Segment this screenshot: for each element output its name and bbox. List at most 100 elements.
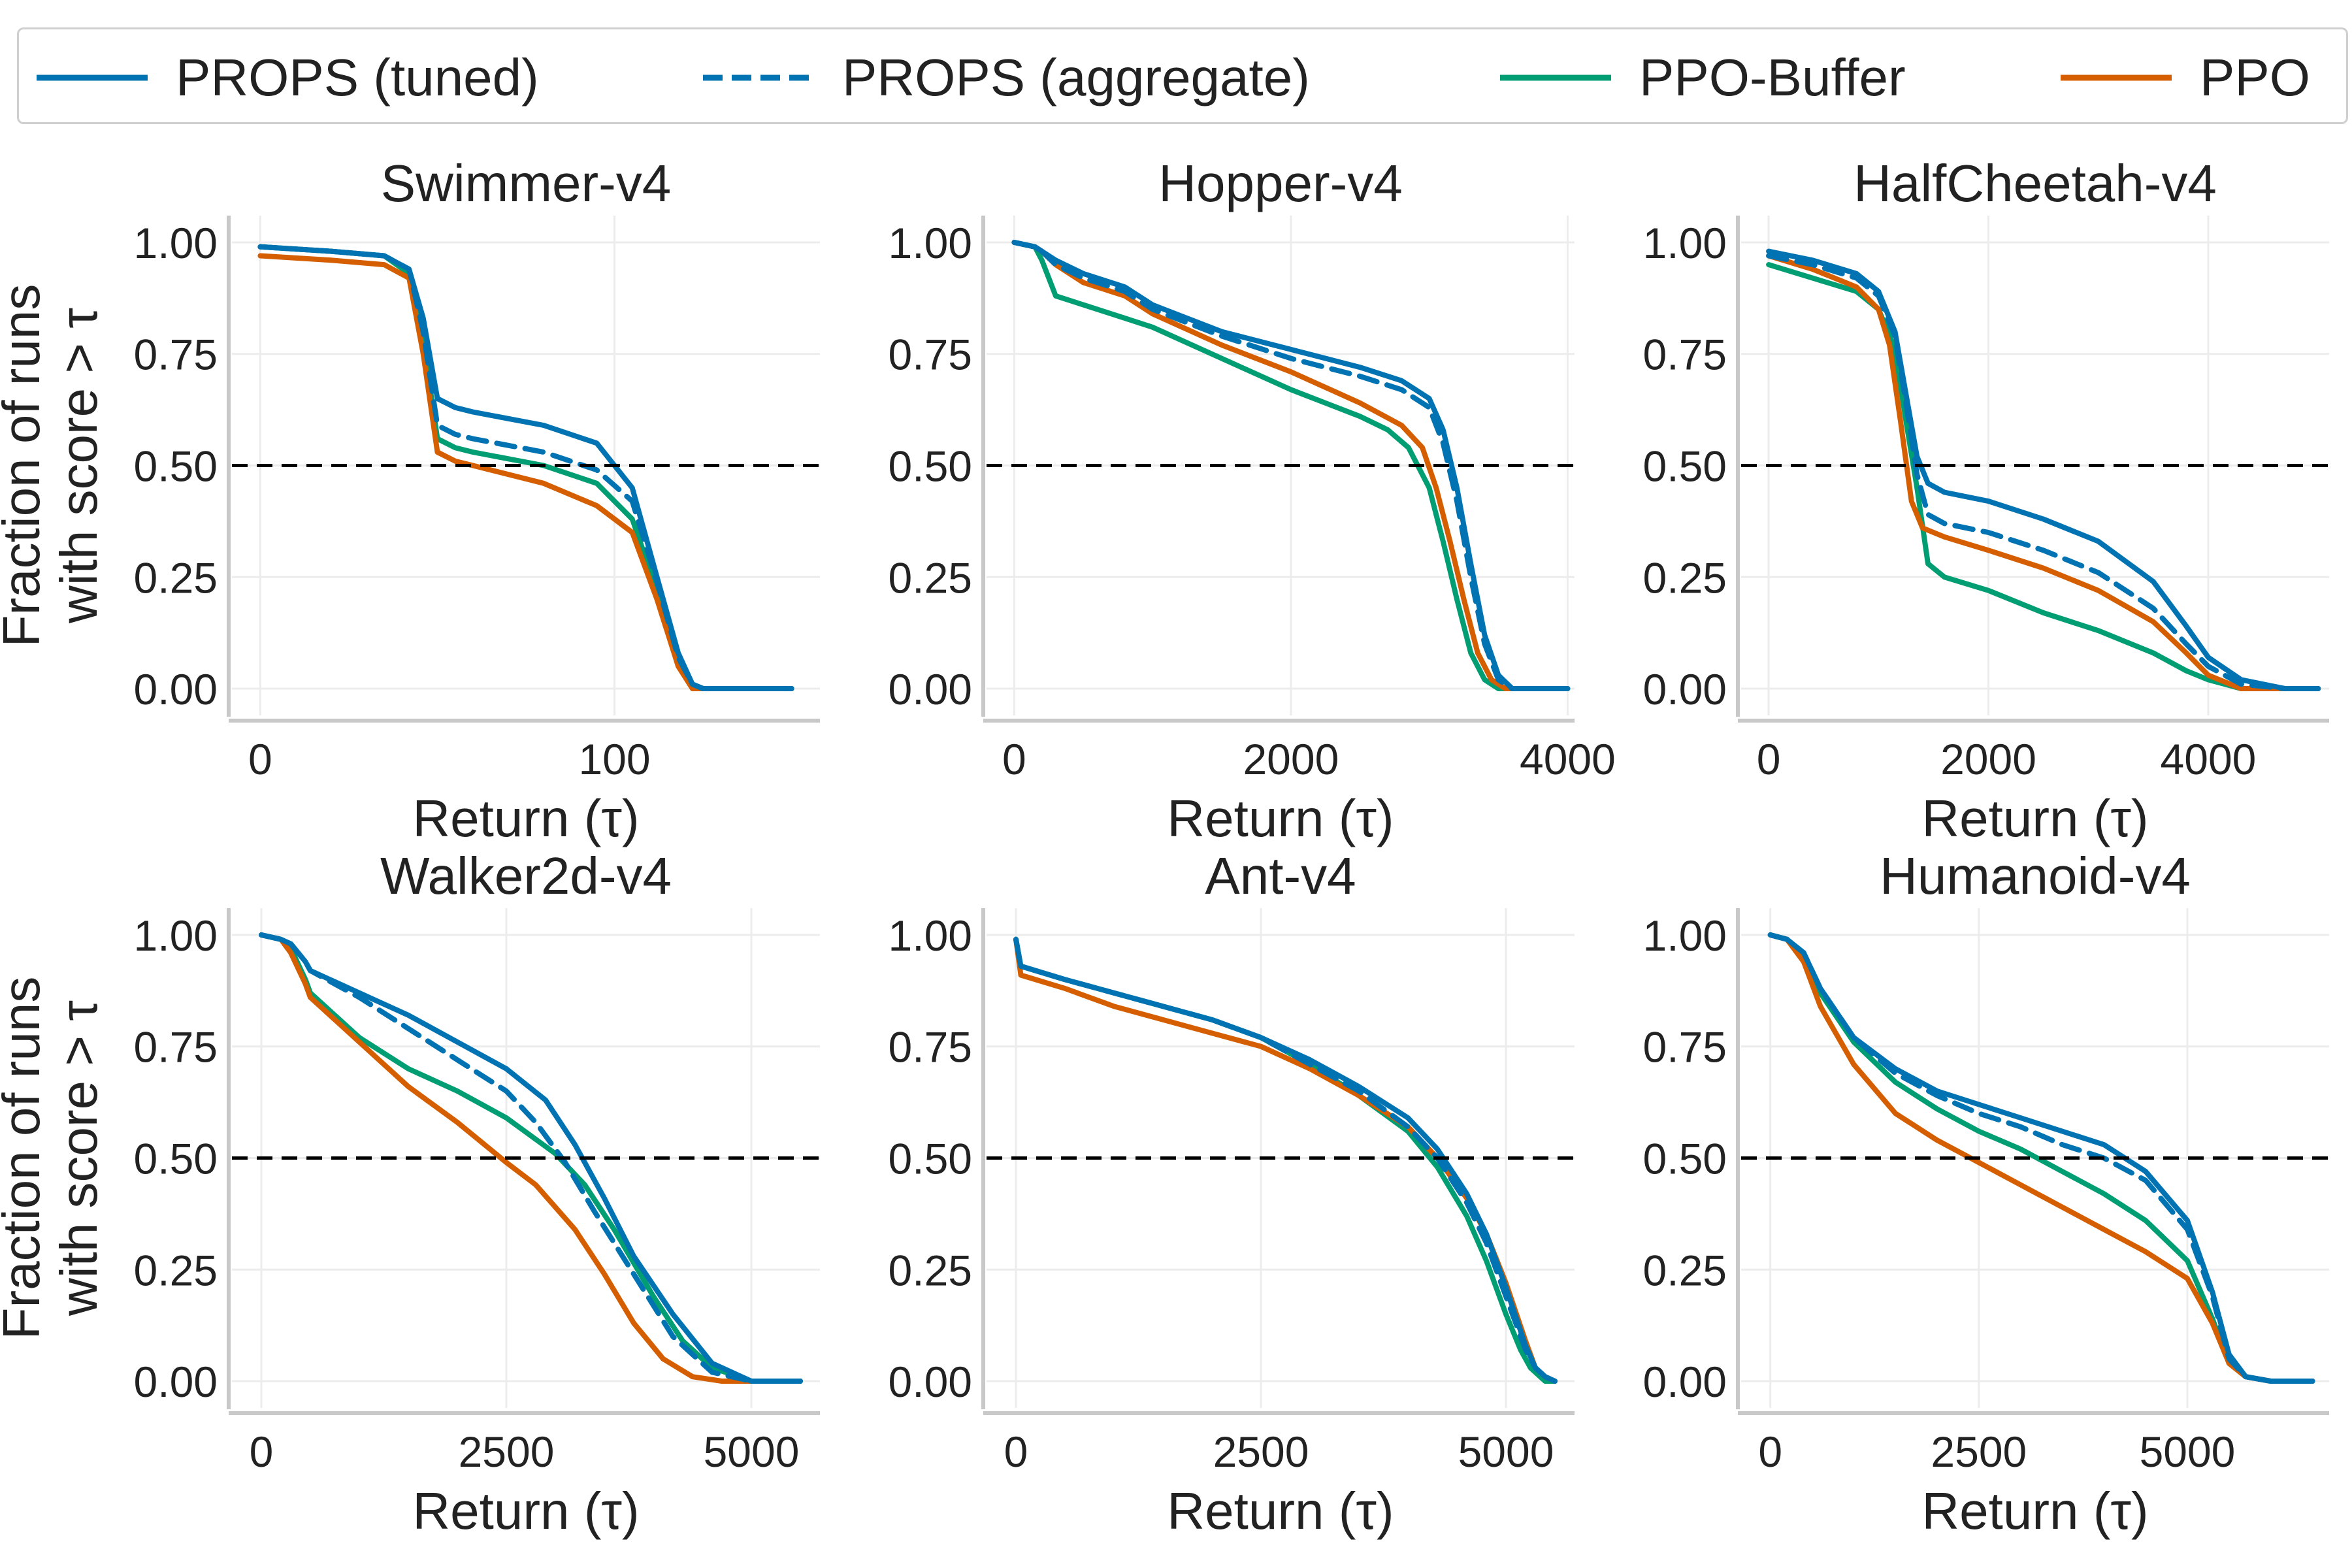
x-tick-label: 2500 [459,1428,555,1476]
y-tick-label: 0.00 [134,665,218,713]
y-tick-label: 0.00 [1643,1358,1727,1406]
series-line-props-tuned [1767,932,2315,1384]
y-tick-label: 0.50 [134,1135,218,1183]
panel-walker2d-v4: 0.00 0.25 0.50 0.75 1.00 0 2500 5000 Walker2d-v4… [0,847,820,1540]
y-tick-label: 0.75 [889,1023,972,1071]
legend: PROPS (tuned) PROPS (aggregate) PPO-Buff… [17,27,2348,124]
series-line-ppo-buffer [1766,262,2321,691]
legend-swatch-props-tuned-icon [37,74,148,81]
panel-title: Hopper-v4 [1158,154,1403,212]
legend-item-ppo-buffer: PPO-Buffer [1497,29,1906,126]
panel-ant-v4: 0.00 0.25 0.50 0.75 1.00 0 2500 5000 Ant-v4 Retur… [889,847,1575,1540]
panel-title: Walker2d-v4 [380,847,672,905]
y-tick-label: 0.25 [889,1246,972,1294]
y-tick-label: 0.50 [1643,1135,1727,1183]
x-tick-label: 100 [578,735,650,783]
y-tick-label: 0.00 [889,1358,972,1406]
panel-humanoid-v4: 0.00 0.25 0.50 0.75 1.00 0 2500 5000 Humanoid-v4… [1643,847,2329,1540]
series-line-props-aggregate [1766,253,2321,691]
series-line-props-tuned [257,244,794,691]
x-tick-label: 0 [1002,735,1026,783]
legend-label-props-aggregate: PROPS (aggregate) [842,48,1310,106]
panel-halfcheetah-v4: 0.00 0.25 0.50 0.75 1.00 0 2000 4000 HalfCheetah… [1643,154,2329,847]
x-tick-label: 2500 [1931,1428,2027,1476]
panel-title: Humanoid-v4 [1880,847,2191,905]
y-tick-label: 0.25 [134,553,218,602]
y-tick-label: 0.25 [134,1246,218,1294]
y-tick-label: 1.00 [889,219,972,267]
y-tick-label: 0.25 [889,553,972,602]
x-tick-label: 0 [250,1428,274,1476]
x-tick-label: 0 [248,735,272,783]
x-axis-label: Return (τ) [412,1482,639,1540]
legend-item-props-tuned: PROPS (tuned) [33,29,539,126]
x-tick-label: 2500 [1213,1428,1309,1476]
panel-title: HalfCheetah-v4 [1854,154,2217,212]
y-tick-label: 0.75 [1643,1023,1727,1071]
y-axis-label: Fraction of runswith score > τ [0,284,108,647]
legend-label-ppo: PPO [2200,48,2310,106]
series-line-ppo [1766,253,2321,691]
x-axis-label: Return (τ) [412,789,639,847]
x-tick-label: 4000 [2161,735,2257,783]
x-tick-label: 4000 [1520,735,1616,783]
y-tick-label: 1.00 [1643,219,1727,267]
panel-swimmer-v4: 0.00 0.25 0.50 0.75 1.00 0 100 Swimmer-v4 Return… [0,154,820,847]
panel-title: Ant-v4 [1205,847,1356,905]
legend-swatch-ppo-icon [2061,74,2172,81]
x-tick-label: 0 [1757,735,1781,783]
x-tick-label: 5000 [704,1428,800,1476]
y-tick-label: 0.75 [889,331,972,379]
series-line-ppo-buffer [1013,936,1558,1384]
y-axis-label: Fraction of runswith score > τ [0,977,108,1340]
y-tick-label: 1.00 [1643,911,1727,960]
x-axis-label: Return (τ) [1921,789,2148,847]
series-line-props-tuned [1011,240,1571,691]
panel-hopper-v4: 0.00 0.25 0.50 0.75 1.00 0 2000 4000 Hopper-v4 Re… [889,154,1616,847]
y-tick-label: 0.75 [134,1023,218,1071]
x-tick-label: 0 [1758,1428,1782,1476]
y-tick-label: 0.00 [1643,665,1727,713]
series-line-props-aggregate [1011,240,1571,691]
y-tick-label: 0.75 [134,331,218,379]
series-line-ppo [259,932,803,1384]
x-tick-label: 5000 [1458,1428,1554,1476]
y-axis-label-line: with score > τ [50,308,108,624]
x-tick-label: 0 [1004,1428,1028,1476]
series-line-props-aggregate [257,244,794,691]
y-tick-label: 0.50 [889,1135,972,1183]
y-axis-label-line: Fraction of runs [0,977,50,1340]
y-tick-label: 0.50 [1643,442,1727,491]
x-axis-label: Return (τ) [1167,789,1394,847]
y-tick-label: 0.75 [1643,331,1727,379]
x-tick-label: 2000 [1243,735,1339,783]
y-tick-label: 0.50 [889,442,972,491]
legend-item-ppo: PPO [2057,29,2310,126]
y-tick-label: 0.50 [134,442,218,491]
legend-swatch-ppo-buffer-icon [1500,74,1611,81]
legend-label-ppo-buffer: PPO-Buffer [1639,48,1906,106]
series-line-props-tuned [259,932,803,1384]
x-tick-label: 5000 [2140,1428,2236,1476]
y-tick-label: 0.25 [1643,553,1727,602]
series-line-props-tuned [1013,936,1558,1384]
legend-label-props-tuned: PROPS (tuned) [176,48,539,106]
y-tick-label: 1.00 [134,219,218,267]
panel-title: Swimmer-v4 [381,154,671,212]
x-axis-label: Return (τ) [1921,1482,2148,1540]
x-axis-label: Return (τ) [1167,1482,1394,1540]
y-tick-label: 0.25 [1643,1246,1727,1294]
series-line-ppo [1013,936,1558,1384]
y-tick-label: 0.00 [889,665,972,713]
series-line-ppo-buffer [257,244,794,691]
y-tick-label: 1.00 [134,911,218,960]
series-line-ppo [257,253,794,691]
legend-swatch-props-aggregate-icon [703,74,814,81]
legend-item-props-aggregate: PROPS (aggregate) [700,29,1310,126]
series-line-ppo-buffer [1011,240,1571,691]
series-line-props-aggregate [1013,936,1558,1384]
y-tick-label: 1.00 [889,911,972,960]
y-tick-label: 0.00 [134,1358,218,1406]
y-axis-label-line: Fraction of runs [0,284,50,647]
